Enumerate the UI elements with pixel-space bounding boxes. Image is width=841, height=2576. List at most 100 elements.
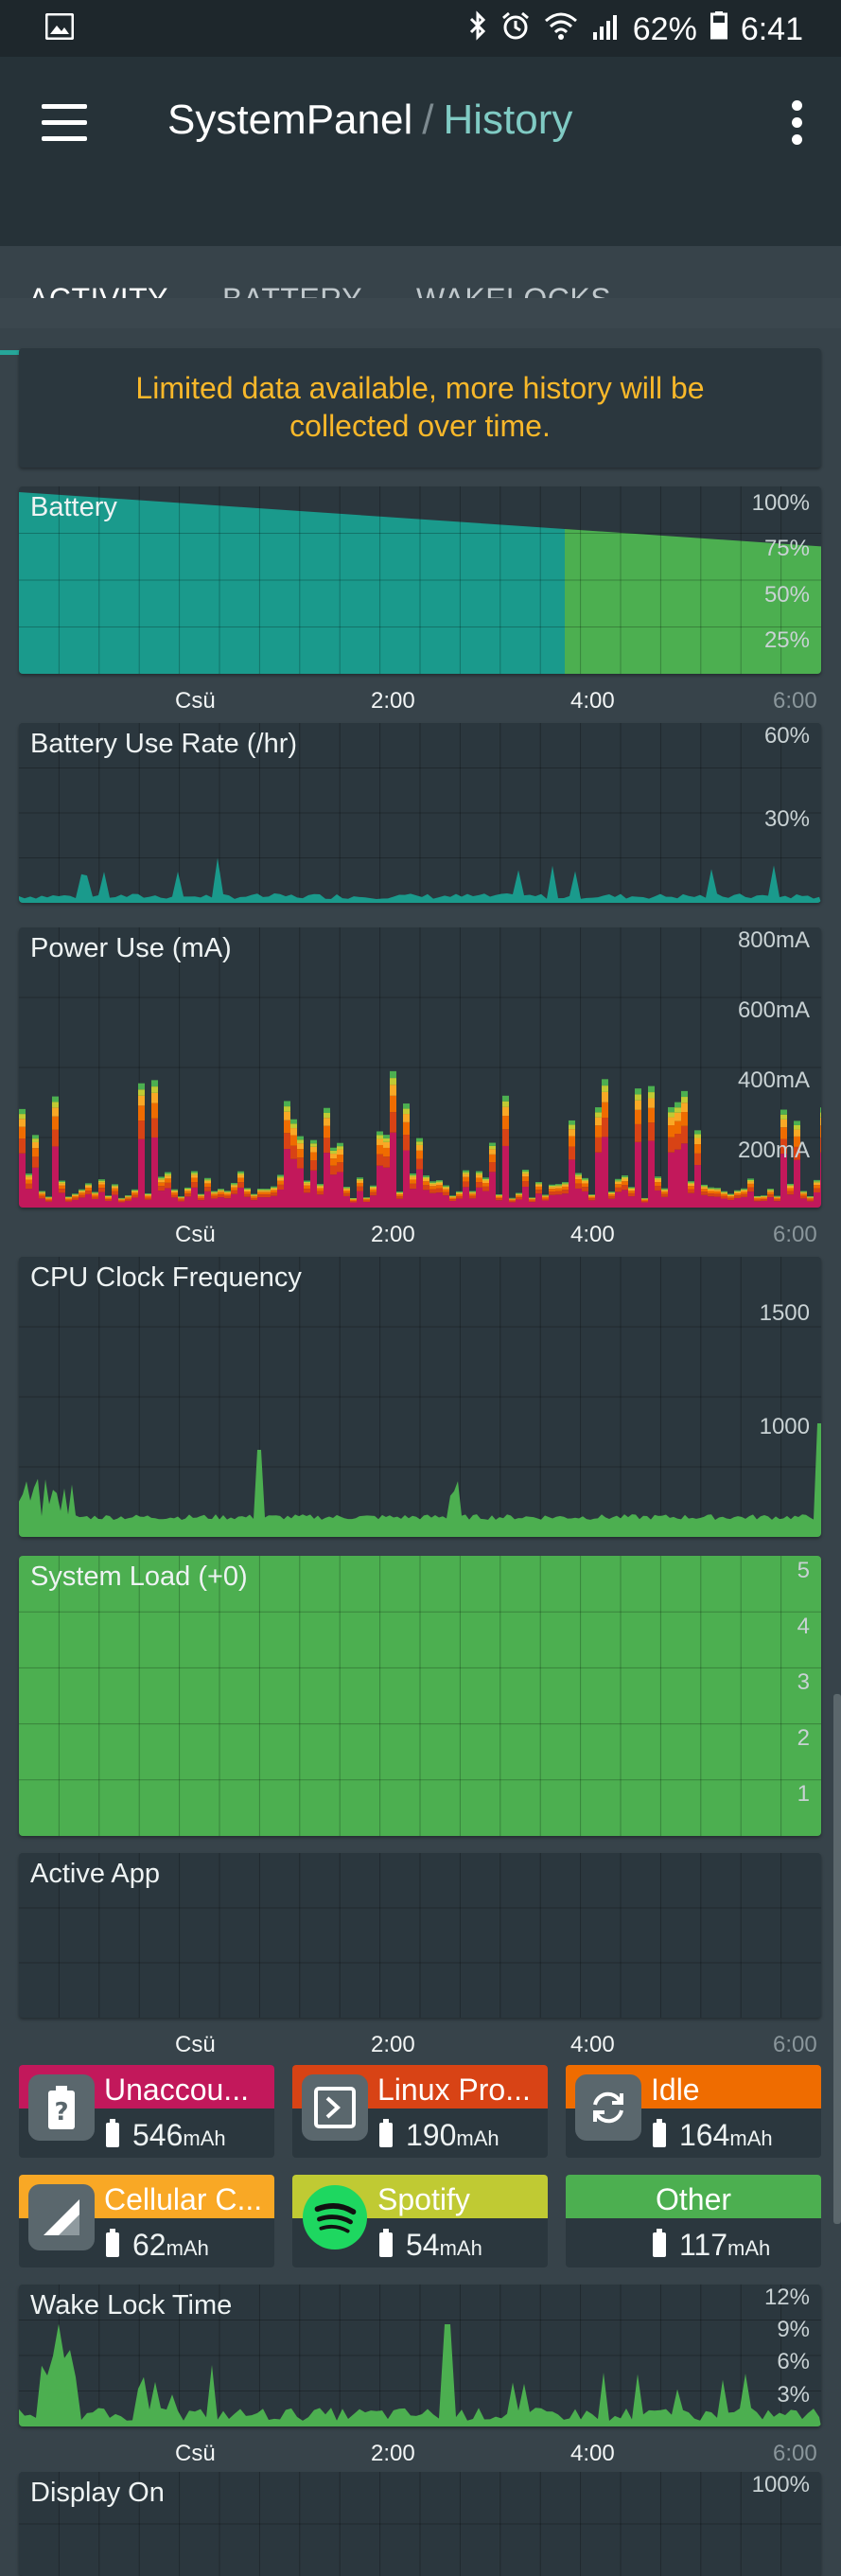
power-use-bar [767,1197,774,1208]
power-use-bar [231,1193,237,1208]
power-use-chart[interactable]: Power Use (mA) 800mA 600mA 400mA 200mA [19,927,821,1208]
power-use-bar [264,1191,271,1195]
power-use-bar [98,1191,105,1208]
power-use-bar [456,1191,463,1193]
power-use-bar [357,1182,363,1187]
power-use-bar [297,1157,304,1169]
power-use-bar [184,1187,191,1189]
power-use-bar [59,1185,65,1190]
usage-tile-linux-processes[interactable]: Linux Pro... 190mAh [292,2065,548,2158]
power-use-bar [489,1162,496,1173]
power-use-bar [290,1128,297,1136]
power-use-bar [32,1167,39,1208]
power-use-bar [602,1137,608,1208]
power-use-bar [794,1146,800,1160]
battery-chart[interactable]: Battery 100% 75% 50% 25% [19,486,821,674]
power-use-bar [377,1154,383,1166]
power-use-bar [800,1191,807,1193]
power-use-bar [675,1120,681,1135]
power-use-bar [151,1103,158,1119]
power-use-bar [350,1199,357,1201]
battery-use-rate-chart[interactable]: Battery Use Rate (/hr) 60% 30% [19,723,821,903]
more-options-icon[interactable] [792,100,803,146]
wake-lock-chart[interactable]: Wake Lock Time 12% 9% 6% 3% [19,2285,821,2426]
scrollbar[interactable] [833,1694,841,2224]
power-use-bar [761,1200,767,1208]
power-use-bar [403,1114,410,1122]
power-use-bar [32,1141,39,1149]
power-use-bar [59,1189,65,1193]
power-use-bar [184,1189,191,1191]
tile-value: 54mAh [379,2228,482,2263]
power-use-bar [701,1189,708,1192]
system-load-chart[interactable]: System Load (+0) 5 4 3 2 1 [19,1556,821,1836]
power-use-bar [562,1184,569,1187]
power-use-bar [284,1149,290,1208]
power-use-bar [522,1176,529,1182]
x-label-2: 2:00 [371,2032,415,2057]
power-use-bar [569,1124,575,1130]
power-use-bar [516,1199,522,1208]
power-use-bar [151,1086,158,1093]
power-use-bar [456,1195,463,1199]
power-use-bar [721,1192,727,1194]
load-y-label-3: 3 [797,1669,810,1695]
power-use-bar [794,1136,800,1147]
power-use-bar [178,1201,184,1208]
power-use-bar [310,1152,317,1161]
active-app-chart[interactable]: Active App [19,1853,821,2018]
battery-use-rate-plot [19,723,821,903]
limited-data-notice: Limited data available, more history wil… [19,348,821,468]
power-use-bar [32,1135,39,1139]
power-use-bar [602,1079,608,1086]
display-on-chart[interactable]: Display On 100% [19,2472,821,2576]
power-use-bar [337,1149,343,1156]
power-use-bar [509,1197,516,1199]
usage-tile-spotify[interactable]: Spotify 54mAh [292,2175,548,2267]
display-y-label-100: 100% [751,2472,810,2497]
power-use-bar [151,1092,158,1103]
power-use-bar [509,1198,516,1199]
power-use-bar [410,1179,416,1184]
power-use-bar [681,1143,688,1208]
power-use-bar [85,1185,92,1188]
power-use-bar [496,1200,502,1208]
power-use-bar [800,1191,807,1192]
power-use-bar [721,1195,727,1199]
power-use-bar [271,1192,277,1196]
power-use-bar [688,1181,694,1183]
power-use-bar [675,1149,681,1208]
power-use-bar [65,1199,72,1202]
power-use-bar [218,1190,224,1191]
power-use-bar [158,1176,165,1179]
rate-y-label-30: 30% [763,806,810,832]
power-use-bar [363,1197,370,1198]
power-use-bar [575,1174,582,1177]
power-use-bar [708,1196,714,1208]
power-use-bar [754,1199,761,1202]
cpu-frequency-chart[interactable]: CPU Clock Frequency 1500 1000 [19,1257,821,1537]
power-use-bar [694,1153,701,1166]
power-use-bar [284,1101,290,1107]
power-use-bar [85,1184,92,1186]
power-use-bar [608,1192,615,1195]
power-use-bar [767,1190,774,1191]
x-label-2: 2:00 [371,1222,415,1247]
menu-icon[interactable] [42,104,87,142]
power-use-bar [178,1198,184,1200]
power-use-bar [522,1187,529,1208]
power-use-bar [688,1186,694,1190]
app-name: SystemPanel [167,97,413,143]
display-on-title: Display On [30,2478,165,2508]
usage-tile-other[interactable]: Other 117mAh [566,2175,821,2267]
usage-tile-unaccounted[interactable]: Unaccou... ? 546mAh [19,2065,274,2158]
usage-tile-cellular[interactable]: Cellular C... 62mAh [19,2175,274,2267]
power-use-bar [449,1195,456,1197]
usage-tile-idle[interactable]: Idle 164mAh [566,2065,821,2158]
power-use-bar [482,1178,489,1181]
power-use-bar [721,1193,727,1196]
power-use-bar [436,1180,443,1182]
power-use-bar [767,1191,774,1195]
power-use-bar [337,1155,343,1163]
power-use-bar [224,1198,231,1208]
